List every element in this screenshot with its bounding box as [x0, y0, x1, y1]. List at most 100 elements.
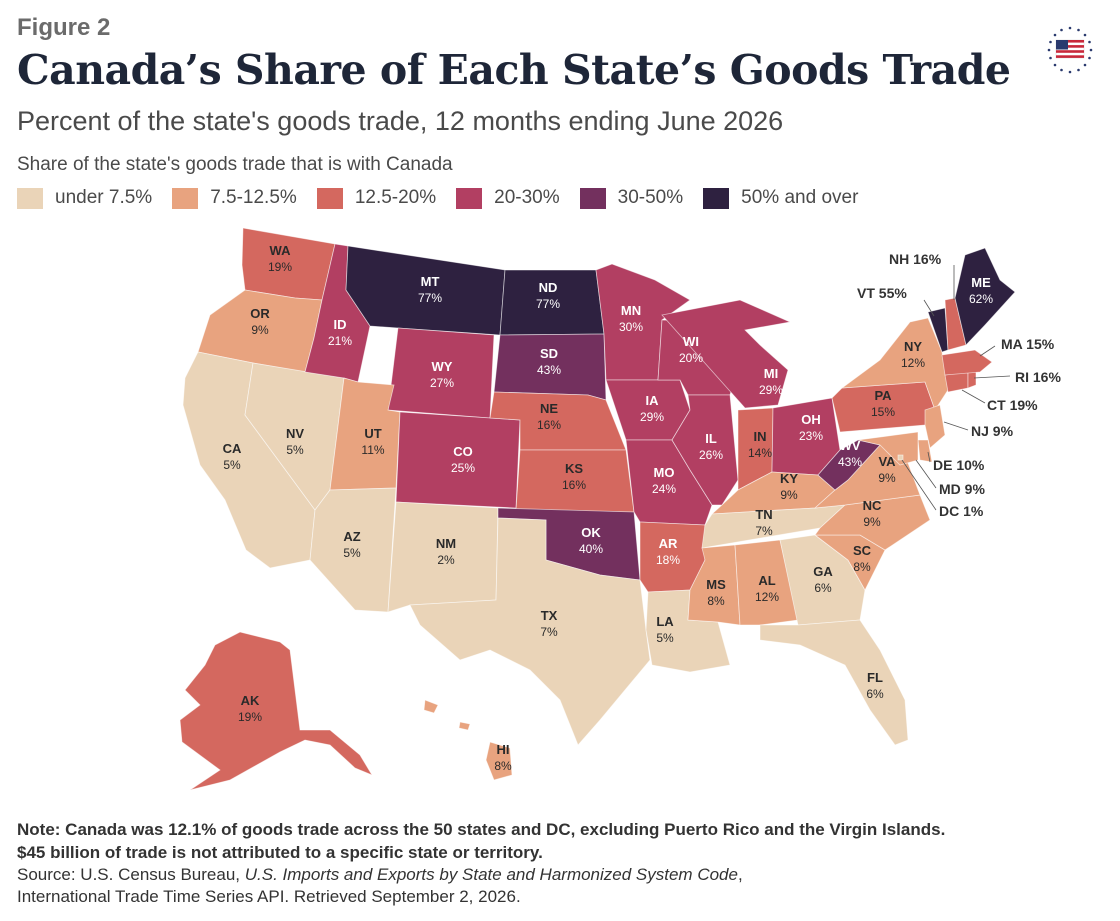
label-NC: NC	[863, 498, 882, 513]
value-ME: 62%	[969, 292, 993, 306]
callout-MD: MD 9%	[939, 481, 985, 497]
value-TN: 7%	[755, 524, 773, 538]
label-KS: KS	[565, 461, 583, 476]
label-MN: MN	[621, 303, 641, 318]
legend-swatch	[316, 187, 343, 209]
legend-label: 12.5-20%	[354, 187, 437, 208]
label-MS: MS	[706, 577, 726, 592]
callout-NH: NH 16%	[889, 251, 942, 267]
callout-DC: DC 1%	[939, 503, 984, 519]
label-WI: WI	[683, 334, 699, 349]
value-NY: 12%	[901, 356, 925, 370]
legend-label: 7.5-12.5%	[210, 187, 297, 208]
legend-label: 50% and over	[741, 187, 859, 208]
label-NM: NM	[436, 536, 456, 551]
label-TX: TX	[541, 608, 558, 623]
label-UT: UT	[364, 426, 381, 441]
value-OH: 23%	[799, 429, 823, 443]
label-ID: ID	[334, 317, 347, 332]
callout-CT: CT 19%	[987, 397, 1038, 413]
value-CO: 25%	[451, 461, 475, 475]
value-SD: 43%	[537, 363, 561, 377]
legend-label: 20-30%	[494, 187, 560, 208]
value-TX: 7%	[540, 625, 558, 639]
value-NV: 5%	[286, 443, 304, 457]
figure-label: Figure 2	[17, 14, 111, 41]
label-OH: OH	[801, 412, 821, 427]
label-SC: SC	[853, 543, 872, 558]
value-FL: 6%	[866, 687, 884, 701]
legend-swatch	[579, 187, 606, 209]
value-PA: 15%	[871, 405, 895, 419]
label-IL: IL	[705, 431, 717, 446]
state-CO	[395, 411, 521, 509]
source-citation: Source: U.S. Census Bureau, U.S. Imports…	[17, 864, 1107, 908]
leader-line	[943, 421, 969, 431]
label-PA: PA	[874, 388, 892, 403]
label-SD: SD	[540, 346, 558, 361]
state-callouts: NH 16% VT 55% MA 15% RI 16% CT 19% NJ 9%…	[857, 251, 1061, 519]
legend-item: 50% and over	[703, 187, 858, 209]
value-KY: 9%	[780, 488, 798, 502]
legend-item: 30-50%	[579, 187, 684, 209]
legend-item: under 7.5%	[17, 187, 152, 209]
legend-title: Share of the state's goods trade that is…	[17, 154, 453, 175]
callout-NJ: NJ 9%	[971, 423, 1014, 439]
value-MT: 77%	[418, 291, 442, 305]
value-WV: 43%	[838, 455, 862, 469]
value-NC: 9%	[863, 515, 881, 529]
leader-line	[927, 451, 931, 463]
label-WV: WV	[840, 438, 861, 453]
legend-item: 12.5-20%	[316, 187, 437, 209]
value-NM: 2%	[437, 553, 455, 567]
label-KY: KY	[780, 471, 798, 486]
state-AZ	[309, 487, 397, 613]
legend-swatch	[172, 187, 199, 209]
label-ND: ND	[539, 280, 558, 295]
leader-line	[973, 375, 1011, 379]
legend-label: 30-50%	[617, 187, 684, 208]
state-AL	[734, 539, 799, 626]
legend: under 7.5% 7.5-12.5% 12.5-20% 20-30% 30-…	[17, 187, 878, 209]
label-OR: OR	[250, 306, 270, 321]
state-labels: WA 19% OR 9% CA 5% NV 5% ID 21% MT 77% W…	[223, 243, 994, 773]
label-WY: WY	[432, 359, 453, 374]
value-MI: 29%	[759, 383, 783, 397]
value-GA: 6%	[814, 581, 832, 595]
value-MO: 24%	[652, 482, 676, 496]
label-MO: MO	[654, 465, 675, 480]
value-MS: 8%	[707, 594, 725, 608]
leader-line	[915, 459, 937, 489]
state-ME	[954, 247, 1016, 346]
legend-swatch	[17, 187, 43, 209]
value-CA: 5%	[223, 458, 241, 472]
state-IL	[671, 394, 739, 506]
leader-line	[901, 459, 937, 511]
value-ID: 21%	[328, 334, 352, 348]
legend-swatch	[703, 187, 730, 209]
legend-swatch	[456, 187, 483, 209]
label-MT: MT	[421, 274, 440, 289]
label-ME: ME	[971, 275, 991, 290]
footnote: Note: Canada was 12.1% of goods trade ac…	[17, 818, 1107, 864]
label-NY: NY	[904, 339, 922, 354]
label-NE: NE	[540, 401, 558, 416]
us-states-map: WA 19% OR 9% CA 5% NV 5% ID 21% MT 77% W…	[179, 227, 1061, 791]
value-AZ: 5%	[343, 546, 361, 560]
label-IA: IA	[646, 393, 660, 408]
value-VA: 9%	[878, 471, 896, 485]
label-TN: TN	[755, 507, 772, 522]
state-RI	[967, 371, 977, 389]
state-HI	[423, 699, 513, 781]
label-CA: CA	[223, 441, 242, 456]
label-IN: IN	[754, 429, 767, 444]
label-OK: OK	[581, 525, 601, 540]
state-FL	[759, 619, 909, 746]
label-GA: GA	[813, 564, 833, 579]
callout-RI: RI 16%	[1015, 369, 1061, 385]
value-HI: 8%	[494, 759, 512, 773]
value-AR: 18%	[656, 553, 680, 567]
legend-item: 20-30%	[456, 187, 560, 209]
chart-subtitle: Percent of the state's goods trade, 12 m…	[17, 106, 784, 136]
value-ND: 77%	[536, 297, 560, 311]
